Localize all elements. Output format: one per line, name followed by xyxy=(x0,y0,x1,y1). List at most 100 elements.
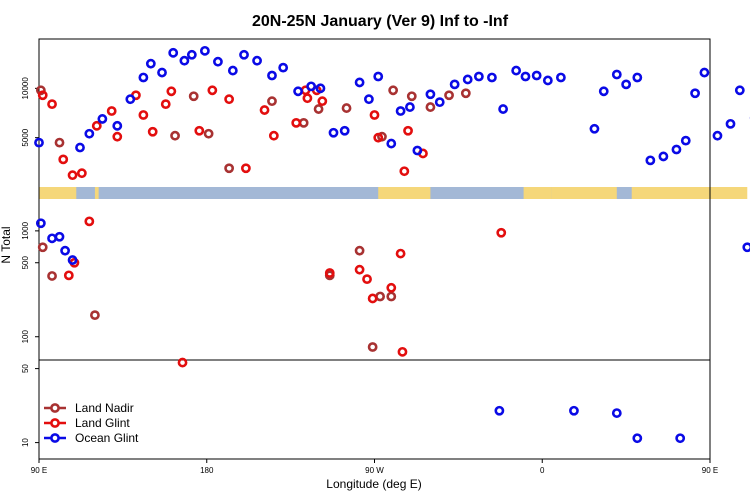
y-tick-label: 5000 xyxy=(21,128,30,146)
y-tick-label: 10000 xyxy=(21,77,30,100)
land-nadir-point xyxy=(170,130,180,141)
y-axis-label: N Total xyxy=(0,226,13,263)
land-glint-point xyxy=(84,216,95,227)
ocean-glint-point xyxy=(386,138,397,149)
land-glint-point xyxy=(291,117,302,128)
land-glint-legend-label: Land Glint xyxy=(75,416,130,430)
x-axis-label: Longitude (deg E) xyxy=(326,477,421,491)
land-nadir-point xyxy=(47,271,57,281)
land-glint-point xyxy=(207,85,218,96)
ocean-glint-point xyxy=(306,81,317,92)
y-axis: 5000 10000 10 50 100 500 1000 xyxy=(21,77,39,447)
land-nadir-point xyxy=(354,245,365,256)
ocean-glint-point xyxy=(462,74,473,85)
land-nadir-point xyxy=(267,96,277,107)
ocean-glint-point xyxy=(555,72,566,83)
x-tick-label: 0 xyxy=(540,466,545,475)
ocean-glint-point xyxy=(213,56,223,67)
ocean-glint-point xyxy=(632,433,643,444)
ocean-glint-point xyxy=(168,47,179,58)
ocean-glint-legend-marker xyxy=(50,433,60,443)
ocean-glint-point xyxy=(611,69,622,80)
land-glint-point xyxy=(395,248,406,259)
land-glint-point xyxy=(112,131,123,142)
land-glint-point xyxy=(496,227,507,238)
x-tick-label: 90 W xyxy=(365,466,384,475)
land-nadir-point xyxy=(386,291,397,302)
ocean-glint-point xyxy=(84,128,95,139)
ocean-glint-point xyxy=(315,83,326,94)
ocean-glint-point xyxy=(35,218,46,229)
land-nadir-point xyxy=(341,103,352,113)
ocean-glint-point xyxy=(354,77,365,88)
ocean-glint-point xyxy=(632,72,643,83)
land-nadir-point xyxy=(460,88,471,99)
ocean-glint-point xyxy=(157,67,167,78)
ocean-glint-point xyxy=(339,125,350,136)
chart-title: 20N-25N January (Ver 9) Inf to -Inf xyxy=(252,13,509,30)
ocean-glint-point xyxy=(47,233,57,244)
ocean-glint-point xyxy=(67,255,78,265)
land-nadir-legend-label: Land Nadir xyxy=(75,401,134,415)
land-nadir-point xyxy=(367,342,378,352)
land-nadir-legend-marker xyxy=(50,403,60,413)
ocean-glint-point xyxy=(125,94,136,105)
land-segment xyxy=(523,187,552,199)
land-nadir-point xyxy=(388,85,399,96)
ocean-glint-point xyxy=(412,145,423,156)
land-nadir-point xyxy=(313,104,324,114)
land-nadir-point xyxy=(406,91,417,102)
ocean-glint-point xyxy=(725,118,736,129)
ocean-glint-point xyxy=(199,45,210,56)
ocean-glint-point xyxy=(671,144,682,155)
land-nadir-point xyxy=(425,102,436,112)
land-nadir-point xyxy=(444,90,454,101)
land-glint-point xyxy=(224,94,235,105)
ocean-glint-point xyxy=(680,135,691,146)
ocean-glint-point xyxy=(34,137,44,148)
land-glint-point xyxy=(166,86,177,97)
ocean-glint-point xyxy=(328,127,339,138)
ocean-glint-point xyxy=(267,70,277,81)
ocean-glint-point xyxy=(112,120,123,131)
ocean-glint-point xyxy=(569,405,579,416)
ocean-glint-point xyxy=(405,102,415,112)
land-nadir-point xyxy=(188,91,199,102)
ocean-glint-point xyxy=(239,49,249,60)
land-glint-point xyxy=(67,170,78,181)
ocean-glint-legend-label: Ocean Glint xyxy=(75,431,139,445)
land-segment xyxy=(94,187,99,199)
ocean-glint-point xyxy=(138,72,149,83)
land-glint-point xyxy=(369,110,380,120)
ocean-glint-point xyxy=(252,55,262,66)
ocean-glint-point xyxy=(227,65,238,76)
land-glint-point xyxy=(403,125,413,136)
ocean-glint-point xyxy=(734,85,745,96)
ocean-glint-point xyxy=(598,86,609,97)
land-glint-point xyxy=(63,270,74,281)
ocean-glint-point xyxy=(186,49,197,60)
land-glint-point xyxy=(47,99,57,110)
ocean-glint-point xyxy=(145,58,156,69)
land-segment xyxy=(378,187,431,199)
ocean-glint-point xyxy=(97,114,108,124)
y-tick-label: 10 xyxy=(21,438,30,447)
land-nadir-point xyxy=(298,117,309,128)
land-nadir-point xyxy=(54,137,65,148)
land-glint-point xyxy=(399,166,410,177)
ocean-glint-point xyxy=(54,231,65,242)
y-tick-label: 1000 xyxy=(21,221,30,239)
ocean-glint-point xyxy=(621,79,632,90)
ocean-glint-point xyxy=(520,71,531,82)
land-glint-point xyxy=(160,99,171,110)
land-glint-point xyxy=(138,110,149,120)
land-glint-point xyxy=(362,274,372,285)
ocean-glint-point xyxy=(712,130,723,141)
land-nadir-point xyxy=(37,242,48,253)
ocean-glint-point xyxy=(473,71,484,82)
ocean-glint-point xyxy=(690,88,700,99)
ocean-glint-point xyxy=(364,94,374,105)
land-glint-point xyxy=(91,120,102,131)
